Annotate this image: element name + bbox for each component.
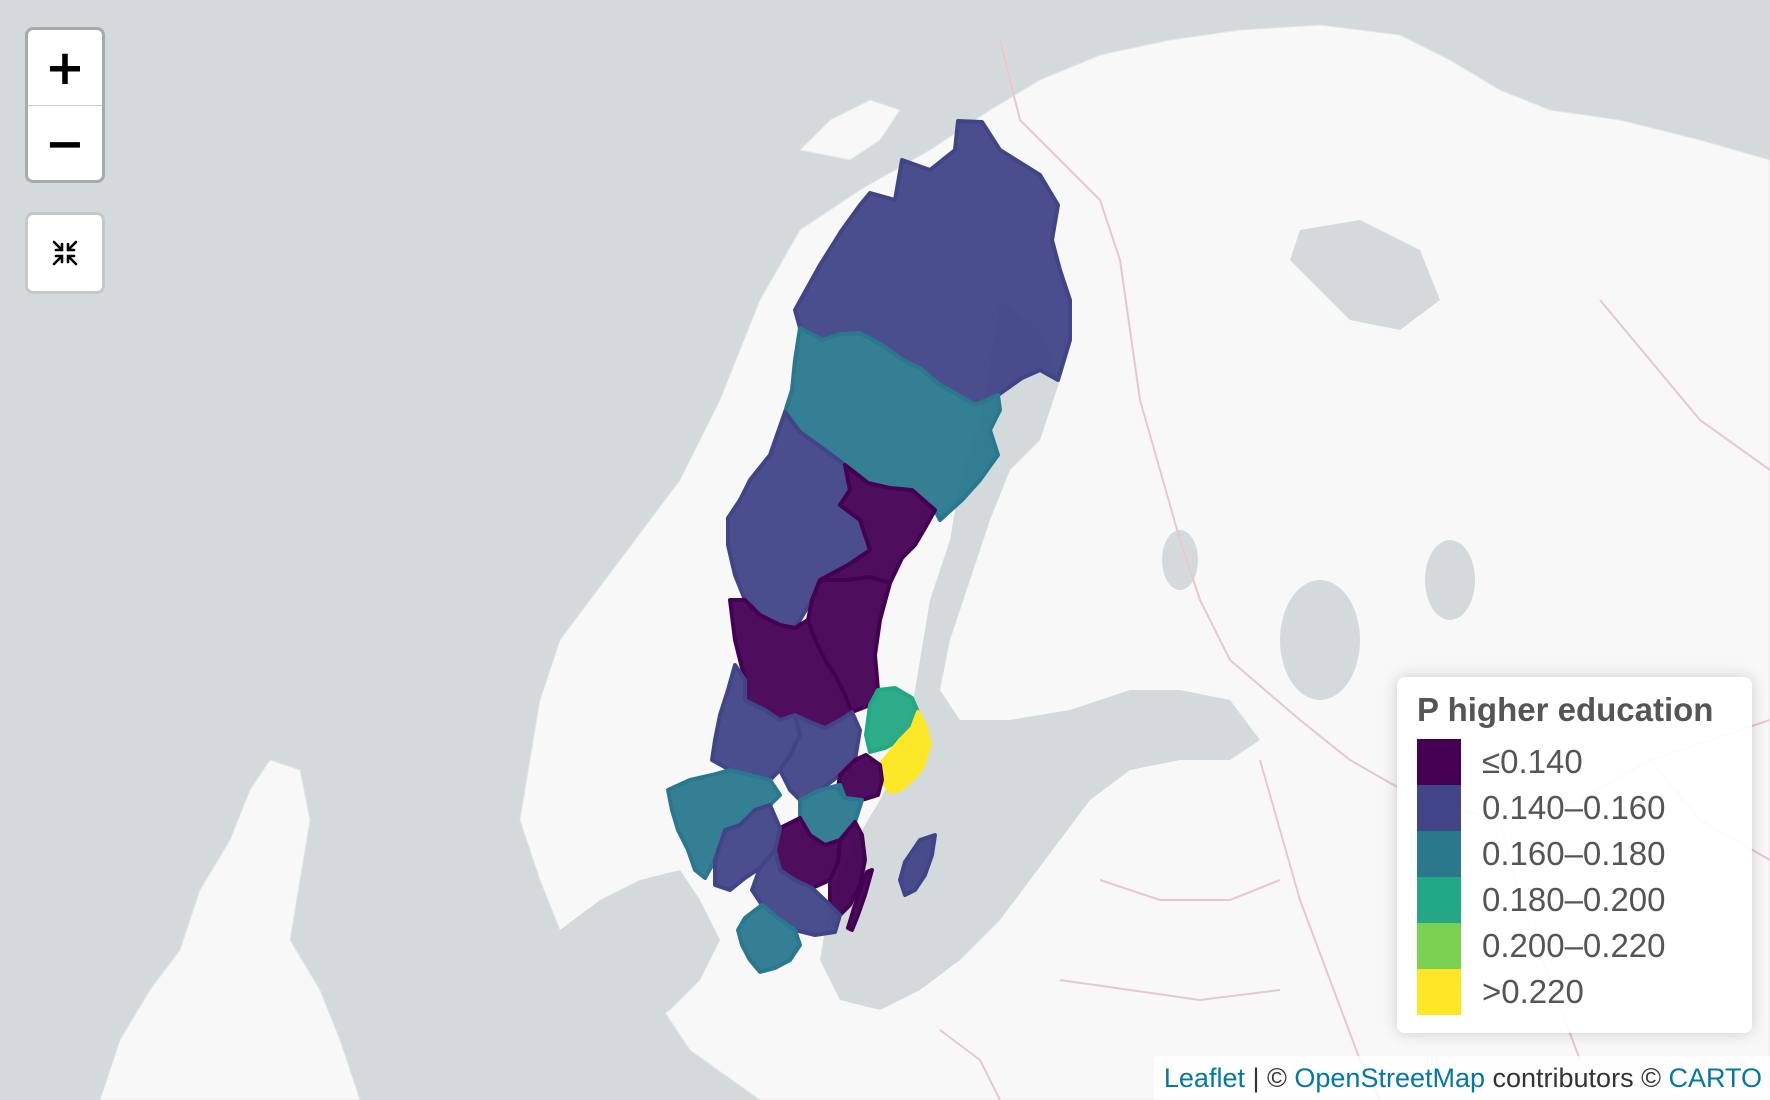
zoom-in-button[interactable]: +	[28, 30, 102, 106]
legend-label: 0.180–0.200	[1482, 881, 1666, 918]
legend-label: 0.200–0.220	[1482, 927, 1666, 964]
region-kalmar[interactable]	[828, 820, 867, 917]
legend-item: ≤0.140	[1417, 739, 1732, 785]
attribution-separator: | ©	[1244, 1062, 1295, 1093]
attribution-contributors: contributors ©	[1485, 1062, 1669, 1093]
legend-label: 0.160–0.180	[1482, 835, 1666, 872]
leaflet-link[interactable]: Leaflet	[1163, 1062, 1245, 1093]
legend-label: ≤0.140	[1482, 743, 1583, 780]
zoom-out-button[interactable]: −	[44, 115, 86, 172]
legend-swatch	[1417, 877, 1461, 923]
region-skane[interactable]	[736, 903, 802, 974]
attribution: Leaflet | © OpenStreetMap contributors ©…	[1153, 1056, 1770, 1100]
legend-item: 0.140–0.160	[1417, 785, 1732, 831]
region-gotland[interactable]	[898, 833, 937, 897]
legend-item: >0.220	[1417, 969, 1732, 1015]
legend: P higher education ≤0.140 0.140–0.160 0.16…	[1397, 677, 1752, 1033]
legend-swatch	[1417, 739, 1461, 785]
legend-item: 0.180–0.200	[1417, 877, 1732, 923]
regions	[666, 119, 1072, 974]
legend-item: 0.200–0.220	[1417, 923, 1732, 969]
legend-label: 0.140–0.160	[1482, 789, 1666, 826]
land-north-coast	[798, 99, 901, 161]
osm-link[interactable]: OpenStreetMap	[1294, 1062, 1485, 1093]
legend-item: 0.160–0.180	[1417, 831, 1732, 877]
baltic-water	[560, 220, 1475, 1030]
legend-items: ≤0.140 0.140–0.160 0.160–0.180 0.180–0.200 0…	[1417, 739, 1732, 1015]
legend-swatch	[1417, 831, 1461, 877]
collapse-arrows-icon	[52, 240, 78, 266]
zoom-control: + −	[25, 27, 105, 183]
carto-link[interactable]: CARTO	[1668, 1062, 1762, 1093]
region-oland[interactable]	[846, 868, 874, 932]
legend-swatch	[1417, 785, 1461, 831]
legend-title: P higher education	[1417, 691, 1714, 728]
legend-label: >0.220	[1482, 973, 1584, 1010]
legend-swatch	[1417, 969, 1461, 1015]
reset-view-button[interactable]	[25, 212, 105, 294]
land-britain	[99, 759, 361, 1100]
legend-swatch	[1417, 923, 1461, 969]
